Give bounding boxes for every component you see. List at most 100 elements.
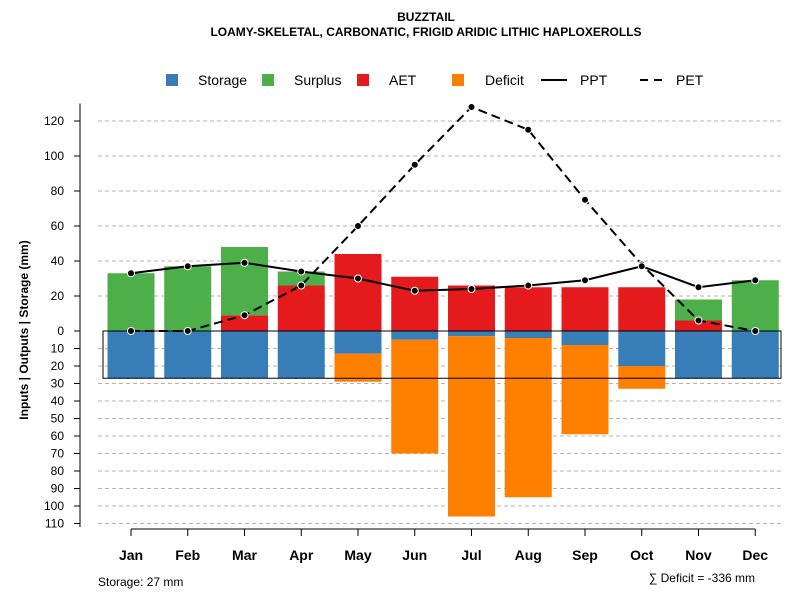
ppt-point <box>751 276 760 285</box>
aet-bar <box>277 285 325 331</box>
storage-summary: Storage: 27 mm <box>98 575 183 589</box>
storage-bar <box>561 331 609 345</box>
pet-point <box>751 327 760 335</box>
pet-point <box>581 195 589 204</box>
y-tick-label: 40 <box>51 394 65 408</box>
storage-bar <box>334 331 382 354</box>
pet-point <box>127 327 135 335</box>
chart-subtitle: LOAMY-SKELETAL, CARBONATIC, FRIGID ARIDI… <box>210 25 641 39</box>
storage-bar <box>731 331 779 379</box>
ppt-point <box>127 269 135 278</box>
y-tick-label: 20 <box>51 359 65 373</box>
storage-bar <box>675 331 722 379</box>
x-tick-label: Jul <box>461 547 481 563</box>
deficit-bar <box>618 366 666 389</box>
x-tick-label: Apr <box>289 547 314 563</box>
pet-point <box>183 327 192 335</box>
surplus-bar <box>221 247 268 316</box>
aet-bar <box>675 320 722 331</box>
storage-bar <box>504 331 552 338</box>
axes: 0 20 40 60 80 100 120 10 20 30 40 50 60 70 80 90 100 110 J… <box>44 103 782 563</box>
y-axis-label: Inputs | Outputs | Storage (mm) <box>17 240 31 419</box>
aet-bar <box>334 254 382 331</box>
y-tick-label: 40 <box>51 254 65 268</box>
y-tick-label: 60 <box>51 219 65 233</box>
ppt-point <box>467 285 476 293</box>
deficit-bar <box>448 336 495 517</box>
ppt-point <box>410 286 419 295</box>
pet-point <box>240 311 249 320</box>
x-tick-label: Dec <box>742 547 768 563</box>
surplus-bar <box>731 280 779 331</box>
y-tick-label: 120 <box>44 114 64 128</box>
y-tick-label: 30 <box>51 377 65 391</box>
aet-bar <box>448 285 495 331</box>
ppt-point <box>581 276 589 285</box>
surplus-bar <box>675 299 722 321</box>
y-tick-label: 10 <box>51 342 65 356</box>
deficit-bar <box>504 338 552 498</box>
pet-point <box>354 222 362 230</box>
bars <box>107 247 779 517</box>
deficit-bar <box>561 345 609 435</box>
y-tick-label: 0 <box>57 324 64 338</box>
y-tick-label: 90 <box>51 482 65 496</box>
legend-label-storage: Storage <box>198 72 247 88</box>
grid-lines <box>98 120 781 524</box>
legend-label-aet: AET <box>389 72 417 88</box>
x-tick-label: Mar <box>232 547 257 563</box>
storage-bar <box>277 331 325 379</box>
y-tick-label: 100 <box>44 149 64 163</box>
ppt-point <box>354 274 362 283</box>
storage-bar <box>221 331 268 379</box>
ppt-point <box>524 281 533 290</box>
series-lines <box>127 103 760 335</box>
storage-bar <box>164 331 212 379</box>
aet-bar <box>561 287 609 331</box>
legend: Storage Surplus AET Deficit PPT PET <box>166 72 704 88</box>
legend-label-surplus: Surplus <box>294 72 341 88</box>
y-tick-label: 80 <box>51 184 65 198</box>
legend-swatch-deficit <box>452 74 464 86</box>
chart-title: BUZZTAIL <box>397 10 455 24</box>
storage-bar <box>391 331 439 340</box>
storage-bar <box>618 331 666 366</box>
ppt-line <box>130 261 756 292</box>
legend-swatch-storage <box>166 74 178 86</box>
x-tick-label: Nov <box>685 547 712 563</box>
y-tick-label: 60 <box>51 429 65 443</box>
x-tick-label: Feb <box>175 547 200 563</box>
ppt-point <box>240 258 249 267</box>
legend-swatch-surplus <box>262 74 274 86</box>
aet-bar <box>504 287 552 331</box>
deficit-bar <box>391 339 439 454</box>
ppt-point <box>694 283 703 292</box>
x-tick-label: May <box>344 547 371 563</box>
ppt-point <box>637 262 646 271</box>
legend-label-deficit: Deficit <box>485 72 524 88</box>
pet-point <box>524 125 533 134</box>
x-tick-label: Jun <box>402 547 427 563</box>
pet-point <box>467 103 476 111</box>
storage-capacity-frame <box>102 330 782 379</box>
legend-swatch-aet <box>357 74 369 86</box>
aet-bar <box>391 276 439 331</box>
y-tick-label: 50 <box>51 412 65 426</box>
y-tick-label: 100 <box>44 499 64 513</box>
pet-point <box>694 316 703 325</box>
y-tick-label: 80 <box>51 464 65 478</box>
x-tick-label: Jan <box>119 547 143 563</box>
legend-label-ppt: PPT <box>580 72 608 88</box>
pet-point <box>297 281 306 290</box>
y-tick-label: 20 <box>51 289 65 303</box>
deficit-summary: ∑ Deficit = -336 mm <box>649 571 755 585</box>
surplus-bar <box>107 273 155 331</box>
surplus-bar <box>277 271 325 286</box>
legend-label-pet: PET <box>676 72 704 88</box>
ppt-point <box>183 262 192 271</box>
surplus-bar <box>164 266 212 331</box>
ppt-point <box>297 267 306 276</box>
storage-bar <box>107 331 155 379</box>
pet-point <box>410 160 419 169</box>
